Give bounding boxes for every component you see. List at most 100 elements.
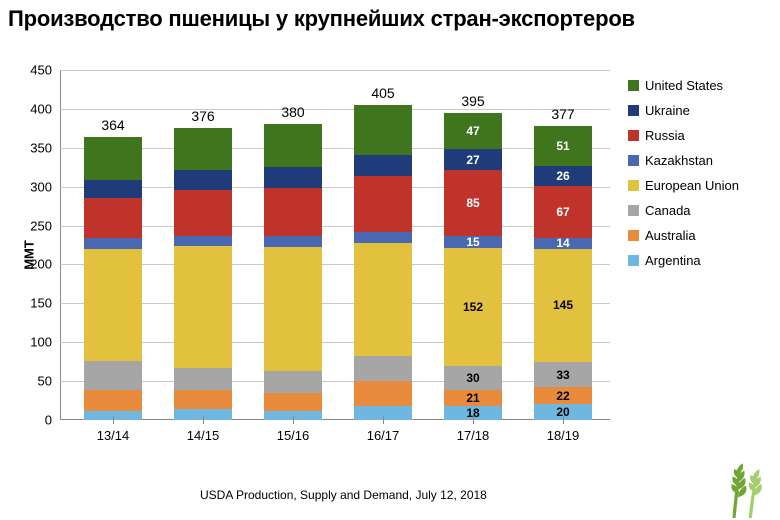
segment-ukraine bbox=[354, 155, 412, 176]
segment-kz bbox=[534, 238, 592, 249]
legend-swatch bbox=[628, 230, 639, 241]
y-tick-label: 250 bbox=[12, 218, 52, 233]
segment-eu bbox=[444, 248, 502, 366]
segment-ukraine bbox=[84, 180, 142, 197]
segment-us bbox=[174, 128, 232, 171]
x-tick bbox=[383, 416, 384, 424]
bar-13-14 bbox=[84, 137, 142, 420]
total-label: 376 bbox=[191, 108, 214, 124]
total-label: 395 bbox=[461, 93, 484, 109]
total-label: 377 bbox=[551, 106, 574, 122]
segment-ukraine bbox=[264, 167, 322, 188]
x-tick bbox=[563, 416, 564, 424]
page-title: Производство пшеницы у крупнейших стран-… bbox=[8, 6, 635, 32]
segment-ukraine bbox=[174, 170, 232, 189]
segment-aus bbox=[444, 390, 502, 406]
legend-item-kz: Kazakhstan bbox=[628, 153, 768, 168]
x-tick bbox=[203, 416, 204, 424]
bar-16-17 bbox=[354, 105, 412, 420]
bar-15-16 bbox=[264, 124, 322, 420]
legend-item-eu: European Union bbox=[628, 178, 768, 193]
x-tick bbox=[293, 416, 294, 424]
legend-swatch bbox=[628, 130, 639, 141]
y-tick-label: 0 bbox=[12, 413, 52, 428]
segment-us bbox=[534, 126, 592, 166]
y-tick-label: 100 bbox=[12, 335, 52, 350]
segment-kz bbox=[444, 236, 502, 248]
segment-russia bbox=[354, 176, 412, 232]
segment-aus bbox=[264, 393, 322, 412]
bar-18-19: 51266714145332220 bbox=[534, 126, 592, 420]
plot-region: 05010015020025030035040045036413/1437614… bbox=[60, 70, 610, 420]
x-axis bbox=[60, 419, 610, 420]
legend-label: United States bbox=[645, 78, 723, 93]
x-tick-label: 18/19 bbox=[547, 428, 580, 443]
y-tick-label: 350 bbox=[12, 140, 52, 155]
segment-canada bbox=[174, 368, 232, 391]
segment-russia bbox=[534, 186, 592, 238]
legend-swatch bbox=[628, 105, 639, 116]
segment-canada bbox=[444, 366, 502, 389]
grid-line bbox=[60, 226, 610, 227]
segment-us bbox=[444, 113, 502, 150]
total-label: 364 bbox=[101, 117, 124, 133]
segment-kz bbox=[174, 236, 232, 246]
segment-aus bbox=[354, 381, 412, 406]
legend-label: Australia bbox=[645, 228, 696, 243]
legend-label: Ukraine bbox=[645, 103, 690, 118]
y-tick-label: 400 bbox=[12, 101, 52, 116]
legend: United States Ukraine Russia Kazakhstan Euro… bbox=[628, 78, 768, 278]
grid-line bbox=[60, 109, 610, 110]
legend-swatch bbox=[628, 205, 639, 216]
segment-russia bbox=[84, 198, 142, 238]
wheat-icon bbox=[700, 444, 774, 518]
legend-item-aus: Australia bbox=[628, 228, 768, 243]
bar-14-15 bbox=[174, 128, 232, 420]
x-tick-label: 16/17 bbox=[367, 428, 400, 443]
grid-line bbox=[60, 148, 610, 149]
x-tick-label: 15/16 bbox=[277, 428, 310, 443]
legend-swatch bbox=[628, 180, 639, 191]
legend-item-ukraine: Ukraine bbox=[628, 103, 768, 118]
segment-ukraine bbox=[534, 166, 592, 186]
grid-line bbox=[60, 70, 610, 71]
legend-item-arg: Argentina bbox=[628, 253, 768, 268]
segment-us bbox=[264, 124, 322, 167]
legend-label: Kazakhstan bbox=[645, 153, 713, 168]
legend-label: Argentina bbox=[645, 253, 701, 268]
legend-item-russia: Russia bbox=[628, 128, 768, 143]
segment-kz bbox=[354, 232, 412, 244]
y-tick-label: 150 bbox=[12, 296, 52, 311]
y-axis bbox=[60, 70, 61, 420]
grid-line bbox=[60, 303, 610, 304]
segment-aus bbox=[84, 390, 142, 411]
segment-kz bbox=[84, 238, 142, 249]
segment-eu bbox=[534, 249, 592, 362]
segment-canada bbox=[84, 361, 142, 390]
segment-canada bbox=[534, 362, 592, 388]
legend-swatch bbox=[628, 80, 639, 91]
total-label: 380 bbox=[281, 104, 304, 120]
grid-line bbox=[60, 187, 610, 188]
legend-label: Canada bbox=[645, 203, 691, 218]
segment-eu bbox=[174, 246, 232, 368]
segment-ukraine bbox=[444, 149, 502, 170]
legend-swatch bbox=[628, 255, 639, 266]
y-tick-label: 200 bbox=[12, 257, 52, 272]
legend-label: European Union bbox=[645, 178, 739, 193]
segment-kz bbox=[264, 236, 322, 247]
segment-eu bbox=[354, 243, 412, 356]
segment-canada bbox=[354, 356, 412, 381]
x-tick bbox=[473, 416, 474, 424]
segment-russia bbox=[174, 190, 232, 236]
source-note: USDA Production, Supply and Demand, July… bbox=[200, 488, 487, 502]
y-tick-label: 450 bbox=[12, 63, 52, 78]
segment-russia bbox=[264, 188, 322, 235]
segment-eu bbox=[84, 249, 142, 361]
segment-us bbox=[84, 137, 142, 181]
legend-item-us: United States bbox=[628, 78, 768, 93]
total-label: 405 bbox=[371, 85, 394, 101]
legend-label: Russia bbox=[645, 128, 685, 143]
segment-aus bbox=[174, 390, 232, 409]
y-tick-label: 50 bbox=[12, 374, 52, 389]
